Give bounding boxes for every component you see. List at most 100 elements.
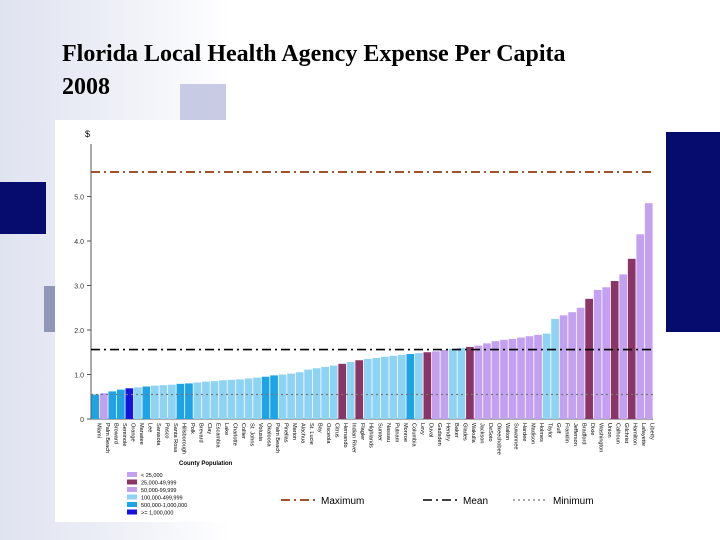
bar <box>500 339 508 419</box>
bar <box>176 383 185 419</box>
bar <box>125 388 134 419</box>
x-tick-label: Pasco <box>163 423 169 439</box>
y-tick-label: 5.0 <box>74 195 84 202</box>
bar <box>287 373 295 419</box>
bar <box>380 356 389 419</box>
bar <box>133 387 142 419</box>
x-tick-label: Okaloosa <box>266 423 272 448</box>
bar <box>278 374 287 419</box>
x-tick-label: Brevard <box>197 423 203 443</box>
bar <box>602 287 611 419</box>
bar <box>619 274 628 419</box>
bar <box>585 298 593 419</box>
bar <box>644 203 653 419</box>
legend-entry-label: 500,000-1,000,000 <box>141 503 187 509</box>
bar <box>610 281 619 419</box>
x-tick-label: Hernando <box>342 423 348 448</box>
x-tick-label: Bay <box>317 423 323 433</box>
x-tick-label: Clay <box>206 423 212 434</box>
bar <box>508 338 517 419</box>
bar <box>304 369 312 419</box>
x-tick-label: Glades <box>461 423 467 441</box>
bar <box>355 360 364 419</box>
bar <box>491 341 500 419</box>
y-tick-label: 2.0 <box>74 328 84 335</box>
bar <box>542 333 551 419</box>
x-tick-label: Citrus <box>334 423 340 438</box>
x-tick-label: Nassau <box>385 423 391 442</box>
bar <box>142 386 151 419</box>
bar <box>108 391 117 419</box>
bar <box>534 334 542 419</box>
legend-swatch <box>127 494 137 500</box>
bar <box>525 336 534 419</box>
legend-swatch <box>127 502 137 507</box>
x-tick-label: Alachua <box>300 423 306 444</box>
x-tick-label: Jefferson <box>572 423 578 446</box>
x-tick-label: Manatee <box>138 423 144 445</box>
bar <box>91 394 100 419</box>
legend-swatch <box>127 487 137 492</box>
x-tick-label: Pinellas <box>283 423 289 443</box>
y-axis: 0 1.0 2.0 3.0 4.0 5.0 <box>74 144 653 424</box>
x-tick-label: Monroe <box>402 423 408 442</box>
bar <box>244 378 253 419</box>
slide-title: Florida Local Health Agency Expense Per … <box>62 38 702 104</box>
chart-panel: $ 0 1.0 2.0 3.0 4.0 5.0 Miami Palm Beach Browar… <box>55 120 661 522</box>
x-tick-label: Dixie <box>589 423 595 435</box>
title-line-2: 2008 <box>62 74 110 100</box>
expense-bar-chart: $ 01.02.03.04.05.0 Miami Palm Beach Browar… <box>74 129 654 517</box>
legend-entry-label: < 25,000 <box>141 473 163 479</box>
y-tick-label: 0 <box>80 417 84 424</box>
bar <box>261 376 270 419</box>
x-tick-label: Union <box>606 423 612 438</box>
x-tick-label: Duval <box>427 423 433 437</box>
x-tick-label: DeSoto <box>487 423 493 442</box>
bar <box>99 393 108 419</box>
bar <box>219 380 227 419</box>
y-tick-label: 1.0 <box>74 373 84 380</box>
bar <box>202 381 210 419</box>
legend-entry-label: 50,000-99,999 <box>141 488 176 494</box>
bar <box>116 389 125 419</box>
x-tick-label: Bradford <box>581 423 587 444</box>
x-tick-label: Highlands <box>368 423 374 448</box>
legend-swatch <box>127 479 137 485</box>
x-tick-label: Flagler <box>359 423 365 440</box>
x-tick-label: Lake <box>223 423 229 435</box>
bar <box>440 350 449 419</box>
bar <box>329 365 338 419</box>
bar <box>559 315 568 419</box>
bar <box>312 368 321 419</box>
bar <box>449 348 457 419</box>
x-tick-label: Marion <box>291 423 297 440</box>
bar <box>423 352 432 419</box>
title-line-1: Florida Local Health Agency Expense Per … <box>62 41 566 67</box>
x-tick-label: Hamilton <box>632 423 638 445</box>
x-tick-label: Sumter <box>376 423 382 441</box>
legend-line-label: Mean <box>463 496 488 507</box>
x-tick-label: Gilchrist <box>623 423 629 444</box>
bar <box>321 366 330 419</box>
bar <box>568 312 576 419</box>
x-tick-label: Osceola <box>325 423 331 444</box>
bar <box>551 318 559 419</box>
bar <box>483 343 491 419</box>
x-tick-label: Okeechobee <box>495 423 501 455</box>
x-tick-label: Lafayette <box>640 423 646 446</box>
x-tick-label: St. Johns <box>249 423 255 447</box>
x-tick-label: Hillsborough <box>180 423 186 454</box>
bar <box>406 354 415 419</box>
bar <box>151 385 159 419</box>
x-tick-label: Gadsden <box>436 423 442 446</box>
legend-entry-label: >= 1,000,000 <box>141 511 173 517</box>
bar <box>517 337 525 419</box>
x-tick-label: Taylor <box>547 423 553 438</box>
bar <box>227 379 236 419</box>
x-tick-label: Santa Rosa <box>172 423 178 453</box>
x-tick-label: Holmes <box>538 423 544 442</box>
bar <box>432 351 440 419</box>
x-tick-label: Wakulla <box>470 423 476 444</box>
x-tick-label: Broward <box>112 423 118 444</box>
x-tick-label: Columbia <box>410 423 416 448</box>
